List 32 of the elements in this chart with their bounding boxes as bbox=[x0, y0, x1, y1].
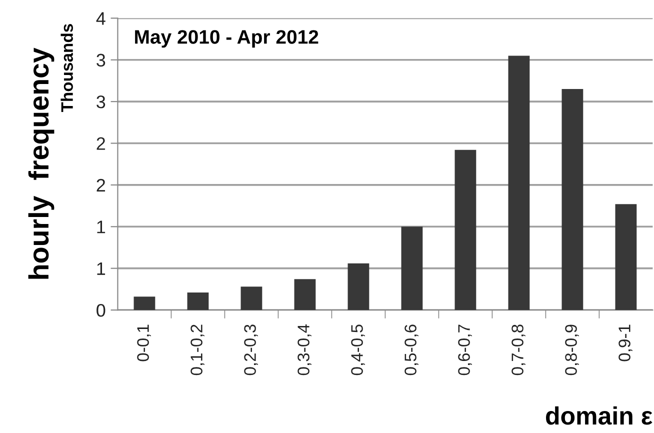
y-axis-title: hourly frequency bbox=[28, 48, 54, 279]
bar bbox=[187, 292, 209, 310]
y-tick-label: 1 bbox=[97, 262, 106, 275]
y-tick-label: 2 bbox=[96, 137, 106, 150]
x-tick-label: 0,1-0,2 bbox=[190, 324, 204, 376]
x-tick-label: 0,2-0,3 bbox=[244, 324, 258, 376]
bar bbox=[562, 89, 584, 310]
x-axis-title: domain ε bbox=[546, 406, 652, 425]
y-tick-label: 3 bbox=[96, 96, 106, 108]
x-tick-label: 0,4-0,5 bbox=[351, 324, 365, 376]
text: Thousands bbox=[60, 24, 73, 112]
x-tick-label: 0,3-0,4 bbox=[298, 324, 312, 376]
bar bbox=[294, 279, 316, 310]
bar bbox=[454, 150, 476, 310]
x-tick-label: 0-0,1 bbox=[137, 324, 151, 362]
x-tick-label: 0,6-0,7 bbox=[458, 324, 472, 376]
bar bbox=[240, 286, 262, 310]
bar bbox=[508, 56, 530, 310]
bar bbox=[348, 263, 370, 310]
bar bbox=[134, 296, 156, 310]
y-tick-label: 4 bbox=[96, 12, 106, 25]
y-tick-label: 0 bbox=[96, 304, 106, 317]
y-tick-label: 3 bbox=[96, 54, 106, 67]
annotation: May 2010 - Apr 2012 bbox=[135, 30, 318, 48]
x-tick-label: 0,8-0,9 bbox=[565, 324, 579, 376]
y-tick-label: 1 bbox=[97, 220, 106, 234]
y-tick-label: 2 bbox=[96, 178, 106, 192]
bar bbox=[401, 226, 423, 310]
x-tick-label: 0,5-0,6 bbox=[404, 324, 418, 376]
bar bbox=[615, 204, 637, 310]
x-tick-label: 0,9-1 bbox=[618, 324, 632, 362]
x-tick-label: 0,7-0,8 bbox=[512, 324, 526, 376]
